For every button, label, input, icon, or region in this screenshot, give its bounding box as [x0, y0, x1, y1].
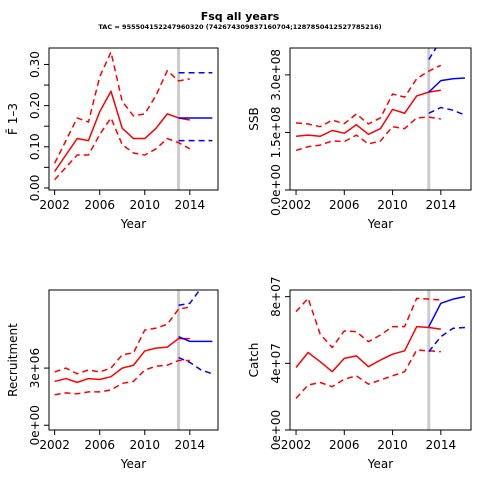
recruitment-series-historic-lower — [54, 359, 190, 396]
fbar-y-tick-label: 0.10 — [28, 133, 42, 160]
fbar-panel: 2002 2006 2010 2014 0.00 0.10 0.20 0.30 Year F̄ 1… — [6, 47, 219, 231]
recruitment-x-axis-title: Year — [120, 457, 146, 471]
ssb-y-tick-label: 0.0e+00 — [269, 164, 283, 216]
recruitment-x-tick-label: 2014 — [175, 438, 206, 452]
fbar-x-tick-label: 2010 — [129, 198, 160, 212]
catch-x-tick-label: 2010 — [377, 438, 408, 452]
fbar-x-tick-label: 2002 — [39, 198, 70, 212]
recruitment-y-tick-label: 3e+06 — [28, 348, 42, 388]
ssb-y-axis-title: SSB — [247, 107, 261, 130]
recruitment-x-tick-label: 2006 — [84, 438, 115, 452]
ssb-x-tick-label: 2014 — [426, 198, 457, 212]
chart-title: Fsq all years — [200, 10, 280, 23]
ssb-series-projection-median — [428, 77, 466, 93]
chart-subtitle: TAC = 955504152247960320 (74267430983716… — [98, 23, 382, 31]
recruitment-y-tick-label: 0e+00 — [28, 405, 42, 445]
fbar-x-tick-label: 2014 — [175, 198, 206, 212]
recruitment-x-tick-label: 2010 — [129, 438, 160, 452]
ssb-x-tick-label: 2010 — [377, 198, 408, 212]
recruitment-series-projection-lower — [178, 356, 213, 375]
ssb-y-tick-label: 1.5e+08 — [269, 107, 283, 159]
fbar-y-tick-label: 0.30 — [28, 51, 42, 78]
catch-panel: 2002 2006 2010 2014 0e+00 4e+07 8e+07 Year Catch — [247, 255, 472, 471]
catch-series-projection-lower — [428, 326, 466, 353]
ssb-series-historic-lower — [295, 116, 441, 152]
catch-x-tick-label: 2002 — [281, 438, 312, 452]
ssb-y-tick-label: 3.0e+08 — [269, 49, 283, 101]
fbar-plot-frame — [48, 47, 219, 191]
fbar-x-axis-title: Year — [120, 217, 146, 231]
recruitment-panel: 2002 2006 2010 2014 0e+00 3e+06 Year Recruitmen… — [6, 289, 219, 471]
catch-series-historic-median — [295, 325, 441, 373]
catch-x-tick-label: 2014 — [426, 438, 457, 452]
ssb-series-historic-upper — [295, 64, 442, 128]
ssb-plot-frame — [289, 47, 472, 191]
ssb-x-tick-label: 2006 — [329, 198, 360, 212]
fbar-series-historic-upper — [53, 51, 190, 164]
ssb-series-projection-lower — [428, 106, 466, 116]
catch-y-tick-label: 4e+07 — [269, 343, 283, 383]
ssb-x-axis-title: Year — [367, 217, 393, 231]
catch-x-axis-title: Year — [367, 457, 393, 471]
recruitment-plot-frame — [48, 289, 219, 431]
ssb-panel: 2002 2006 2010 2014 0.0e+00 1.5e+08 3.0e+08 Yea… — [247, 47, 472, 231]
catch-plot-frame — [289, 289, 472, 431]
fbar-series-historic-median — [54, 90, 190, 172]
fbar-x-tick-label: 2006 — [84, 198, 115, 212]
catch-series-projection-median — [428, 295, 466, 328]
catch-y-tick-label: 8e+07 — [269, 276, 283, 316]
recruitment-series-historic-median — [54, 337, 190, 384]
catch-y-tick-label: 0e+00 — [269, 410, 283, 450]
ssb-series-historic-median — [295, 89, 441, 138]
recruitment-x-tick-label: 2002 — [39, 438, 70, 452]
fbar-y-axis-title: F̄ 1–3 — [6, 103, 20, 135]
catch-series-projection-upper — [429, 255, 465, 289]
fbar-y-tick-label: 0.20 — [28, 92, 42, 119]
recruitment-series-projection-upper — [178, 290, 201, 306]
catch-x-tick-label: 2006 — [329, 438, 360, 452]
catch-series-historic-lower — [295, 349, 441, 399]
recruitment-series-projection-median — [178, 335, 213, 343]
fbar-y-tick-label: 0.00 — [28, 175, 42, 202]
ssb-series-projection-upper — [428, 48, 437, 60]
recruitment-y-axis-title: Recruitment — [6, 323, 20, 397]
ssb-x-tick-label: 2002 — [281, 198, 312, 212]
recruitment-series-historic-upper — [54, 306, 190, 375]
catch-y-axis-title: Catch — [247, 343, 261, 378]
catch-series-historic-upper — [295, 297, 441, 349]
fbar-series-historic-lower — [54, 117, 191, 181]
